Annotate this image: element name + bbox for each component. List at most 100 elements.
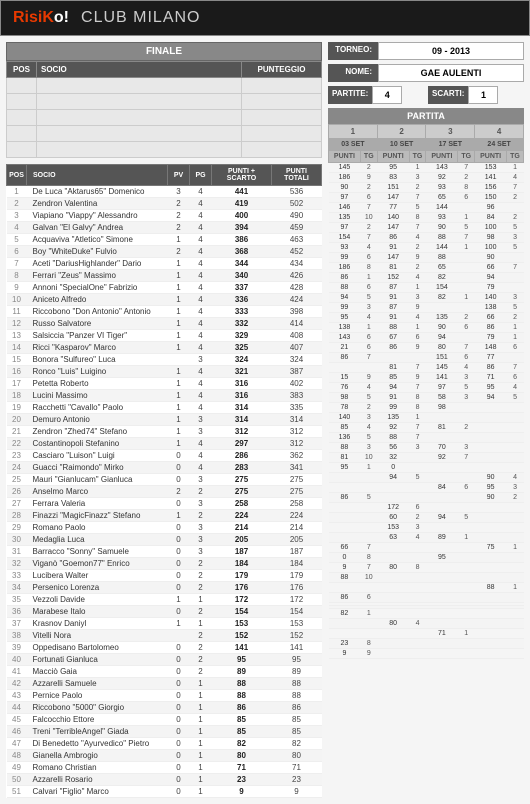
main-table: POS SOCIO PV PG PUNTI + SCARTO PUNTI TOT… — [6, 164, 322, 798]
cell-tg — [409, 583, 426, 593]
cell-tg: 2 — [507, 493, 524, 503]
cell-pos: 17 — [7, 378, 27, 390]
cell-pt: 172 — [272, 594, 322, 606]
cell-punti — [329, 363, 361, 373]
p-sub: TG — [360, 151, 377, 163]
cell-tg: 8 — [360, 553, 377, 563]
cell-ps: 154 — [212, 606, 272, 618]
cell-tg — [507, 523, 524, 533]
cell-tg — [409, 483, 426, 493]
cell-pv: 0 — [168, 498, 190, 510]
cell-punti: 95 — [475, 483, 507, 493]
partita-row: 1547864887983 — [329, 233, 524, 243]
nome-value: GAE AULENTI — [378, 64, 524, 82]
cell-punti: 90 — [329, 183, 361, 193]
cell-pt: 85 — [272, 714, 322, 726]
cell-pv: 0 — [168, 702, 190, 714]
cell-pv: 0 — [168, 582, 190, 594]
p-date-4: 24 SET — [475, 139, 524, 151]
cell-pv: 0 — [168, 534, 190, 546]
cell-ps: 184 — [212, 558, 272, 570]
cell-tg: 3 — [507, 483, 524, 493]
nome-label: NOME: — [328, 64, 378, 82]
cell-tg: 9 — [409, 343, 426, 353]
cell-punti — [426, 649, 458, 659]
cell-socio: Ferrara Valeria — [27, 498, 168, 510]
cell-punti: 84 — [475, 213, 507, 223]
cell-tg — [507, 609, 524, 619]
cell-punti — [426, 593, 458, 603]
cell-pt: 152 — [272, 630, 322, 642]
cell-tg — [507, 273, 524, 283]
cell-tg — [409, 593, 426, 603]
cell-pg: 2 — [190, 570, 212, 582]
partita-row: 99614798890 — [329, 253, 524, 263]
cell-punti: 90 — [475, 253, 507, 263]
cell-pt: 398 — [272, 306, 322, 318]
cell-punti: 151 — [377, 183, 409, 193]
cell-ps: 316 — [212, 378, 272, 390]
cell-punti — [426, 413, 458, 423]
cell-socio: Aniceto Alfredo — [27, 294, 168, 306]
cell-punti: 0 — [329, 553, 361, 563]
partita-row: 883563703 — [329, 443, 524, 453]
cell-pos: 21 — [7, 426, 27, 438]
cell-pg: 2 — [190, 654, 212, 666]
cell-pos: 3 — [7, 210, 27, 222]
cell-tg: 3 — [360, 443, 377, 453]
partita-row: 90215129381567 — [329, 183, 524, 193]
cell-pos: 14 — [7, 342, 27, 354]
cell-tg — [507, 649, 524, 659]
cell-tg: 2 — [458, 173, 475, 183]
table-row: 27Ferrara Valeria03258258 — [7, 498, 322, 510]
cell-tg: 7 — [458, 343, 475, 353]
table-row: 21Zendron "Zhed74" Stefano13312312 — [7, 426, 322, 438]
table-row: 7Aceti "DariusHighlander" Dario14344434 — [7, 258, 322, 270]
cell-ps: 325 — [212, 342, 272, 354]
cell-socio: Fortunati Gianluca — [27, 654, 168, 666]
cell-tg: 1 — [409, 413, 426, 423]
cell-ps: 214 — [212, 522, 272, 534]
cell-pg: 2 — [190, 510, 212, 522]
cell-punti — [329, 503, 361, 513]
finale-row — [7, 78, 322, 94]
cell-pos: 37 — [7, 618, 27, 630]
cell-tg: 9 — [409, 253, 426, 263]
cell-punti: 186 — [329, 173, 361, 183]
cell-tg — [360, 473, 377, 483]
cell-tg — [458, 609, 475, 619]
cell-punti — [475, 639, 507, 649]
cell-punti: 92 — [426, 173, 458, 183]
cell-socio: Galvan "El Galvy" Andrea — [27, 222, 168, 234]
cell-ps: 86 — [212, 702, 272, 714]
cell-punti: 153 — [377, 523, 409, 533]
cell-punti — [426, 609, 458, 619]
cell-punti: 86 — [475, 363, 507, 373]
torneo-value: 09 - 2013 — [378, 42, 524, 60]
cell-tg — [507, 433, 524, 443]
cell-pos: 16 — [7, 366, 27, 378]
torneo-row: TORNEO: 09 - 2013 — [328, 42, 524, 60]
cell-punti: 82 — [426, 293, 458, 303]
cell-socio: Ricci "Kasparov" Marco — [27, 342, 168, 354]
cell-punti: 93 — [329, 243, 361, 253]
table-row: 9Annoni "SpecialOne" Fabrizio14337428 — [7, 282, 322, 294]
cell-socio: Ronco "Luis" Luigino — [27, 366, 168, 378]
partita-row: 866 — [329, 593, 524, 603]
table-row: 41Macciò Gaia028989 — [7, 666, 322, 678]
cell-punti: 140 — [377, 213, 409, 223]
cell-pv: 0 — [168, 726, 190, 738]
cell-tg: 4 — [409, 233, 426, 243]
cell-pos: 48 — [7, 750, 27, 762]
cell-pg: 4 — [190, 402, 212, 414]
cell-tg: 4 — [360, 383, 377, 393]
cell-pt: 324 — [272, 354, 322, 366]
table-row: 13Salsiccia "Panzer VI Tiger"14329408 — [7, 330, 322, 342]
cell-pt: 23 — [272, 774, 322, 786]
cell-tg: 4 — [409, 619, 426, 629]
scarti-value: 1 — [468, 86, 498, 104]
cell-punti: 78 — [329, 403, 361, 413]
cell-socio: Persenico Lorenza — [27, 582, 168, 594]
cell-pv: 1 — [168, 438, 190, 450]
table-row: 38Vitelli Nora2152152 — [7, 630, 322, 642]
